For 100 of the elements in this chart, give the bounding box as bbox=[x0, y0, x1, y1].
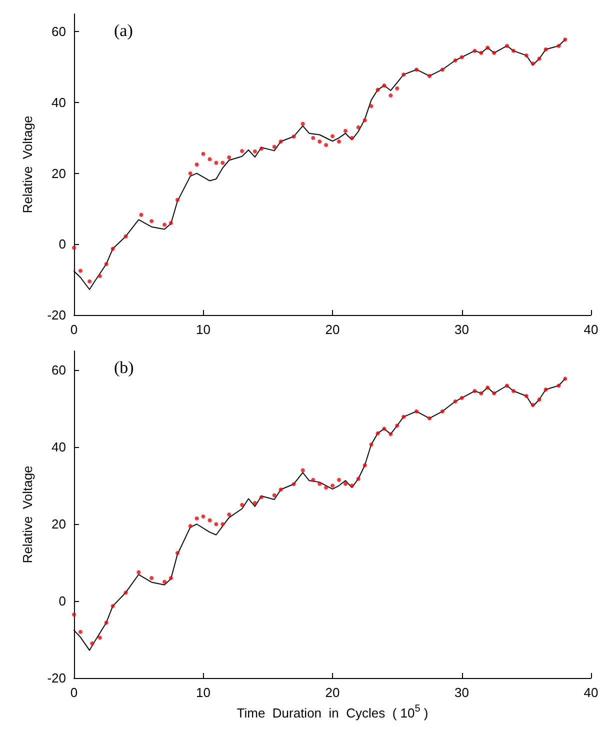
point bbox=[78, 630, 82, 634]
point bbox=[318, 139, 322, 144]
x-tick-label: 0 bbox=[70, 322, 78, 337]
annotation: (b) bbox=[114, 358, 134, 377]
point bbox=[453, 399, 458, 404]
point bbox=[563, 376, 568, 381]
y-tick-label: -20 bbox=[47, 308, 66, 322]
point bbox=[292, 482, 296, 486]
point bbox=[175, 550, 180, 555]
point bbox=[427, 74, 432, 78]
point bbox=[259, 146, 264, 151]
point bbox=[188, 171, 192, 176]
y-tick-label: 0 bbox=[58, 236, 66, 252]
x-tick-label: 40 bbox=[584, 685, 598, 700]
x-tick-label: 0 bbox=[70, 685, 78, 700]
point bbox=[136, 570, 141, 574]
point bbox=[376, 431, 380, 436]
point bbox=[343, 128, 348, 133]
point bbox=[556, 44, 561, 48]
point bbox=[472, 48, 477, 53]
point bbox=[524, 53, 528, 58]
point bbox=[214, 522, 218, 526]
y-tick-label: 60 bbox=[52, 362, 66, 378]
y-tick-label: 0 bbox=[58, 594, 66, 609]
point bbox=[194, 516, 199, 520]
point bbox=[104, 620, 108, 625]
point bbox=[90, 641, 94, 646]
point bbox=[139, 212, 144, 217]
point bbox=[227, 155, 232, 160]
x-tick-label: 30 bbox=[454, 685, 469, 700]
point bbox=[530, 402, 535, 407]
point bbox=[311, 136, 316, 140]
point bbox=[544, 47, 548, 52]
point bbox=[214, 160, 218, 165]
point bbox=[240, 502, 244, 507]
point bbox=[324, 486, 328, 490]
point bbox=[524, 394, 528, 398]
point bbox=[330, 134, 334, 138]
point bbox=[492, 391, 496, 396]
point bbox=[208, 518, 212, 522]
point bbox=[88, 279, 92, 284]
point bbox=[292, 134, 296, 139]
point bbox=[150, 576, 154, 580]
point bbox=[479, 50, 484, 55]
point bbox=[208, 157, 212, 162]
x-tick-label: 10 bbox=[196, 322, 210, 337]
point bbox=[492, 50, 496, 55]
point bbox=[486, 46, 490, 50]
point bbox=[336, 139, 341, 144]
y-tick-label: 20 bbox=[52, 516, 66, 532]
point bbox=[300, 468, 305, 472]
point bbox=[537, 56, 542, 61]
x-tick-label: 40 bbox=[584, 322, 598, 337]
point bbox=[369, 104, 374, 108]
point bbox=[201, 514, 206, 518]
point bbox=[414, 409, 419, 414]
point bbox=[440, 68, 444, 72]
point bbox=[356, 476, 360, 481]
point bbox=[162, 222, 166, 227]
point bbox=[479, 391, 484, 396]
point bbox=[252, 149, 257, 154]
point bbox=[78, 268, 82, 273]
point bbox=[388, 93, 393, 98]
point bbox=[240, 149, 244, 154]
y-tick-label: 60 bbox=[52, 24, 66, 40]
point bbox=[278, 139, 283, 144]
point bbox=[98, 274, 102, 278]
point bbox=[104, 262, 108, 266]
point bbox=[124, 234, 128, 238]
point bbox=[272, 493, 276, 498]
point bbox=[414, 68, 419, 72]
point bbox=[330, 484, 334, 488]
point bbox=[201, 152, 206, 156]
y-tick-label: -20 bbox=[47, 670, 66, 686]
point bbox=[376, 88, 380, 92]
point bbox=[440, 409, 444, 414]
point bbox=[356, 125, 360, 130]
point bbox=[124, 590, 128, 595]
point bbox=[362, 118, 367, 122]
point bbox=[220, 160, 225, 165]
y-tick-label: 40 bbox=[52, 95, 66, 110]
y-axis-title: Relative Voltage bbox=[20, 466, 35, 564]
x-tick-label: 30 bbox=[454, 322, 469, 337]
point bbox=[563, 37, 568, 42]
point bbox=[369, 442, 374, 446]
point bbox=[72, 246, 76, 250]
point bbox=[175, 198, 180, 202]
x-tick-label: 10 bbox=[196, 685, 210, 700]
point bbox=[504, 384, 509, 388]
point bbox=[395, 424, 400, 428]
point bbox=[460, 55, 464, 60]
point bbox=[544, 387, 548, 392]
point bbox=[324, 143, 328, 148]
point bbox=[460, 396, 464, 400]
point bbox=[382, 426, 386, 431]
point bbox=[395, 86, 400, 90]
point bbox=[252, 500, 257, 505]
point bbox=[511, 48, 516, 53]
point bbox=[343, 482, 348, 486]
point bbox=[188, 524, 192, 528]
